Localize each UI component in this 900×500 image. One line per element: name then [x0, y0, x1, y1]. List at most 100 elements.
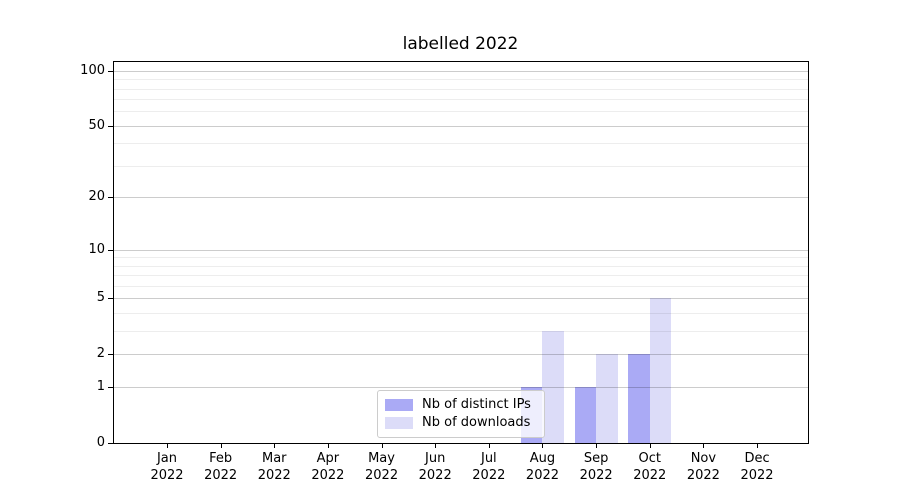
x-tick-month: Oct — [638, 451, 661, 466]
x-tick-year: 2022 — [633, 467, 667, 483]
gridline-major-50 — [114, 125, 808, 127]
x-tick-label-jun: Jun 2022 — [405, 451, 465, 484]
y-tick-mark-10 — [108, 249, 113, 251]
gridline-major-20 — [114, 197, 808, 199]
bar-nb-of-downloads-aug — [542, 331, 564, 443]
x-tick-month: Jul — [480, 451, 497, 466]
x-tick-mark-jan — [167, 444, 168, 448]
x-tick-month: Aug — [529, 451, 556, 466]
gridline-minor-40 — [114, 143, 808, 145]
y-tick-mark-1 — [108, 387, 113, 389]
axis-spine-bottom — [113, 443, 809, 444]
x-tick-year: 2022 — [472, 467, 506, 483]
x-tick-year: 2022 — [418, 467, 452, 483]
axis-spine-left — [113, 61, 114, 444]
gridline-major-1 — [114, 387, 808, 389]
bar-nb-of-distinct-ips-oct — [628, 354, 650, 443]
x-tick-label-jul: Jul 2022 — [459, 451, 519, 484]
x-tick-month: Feb — [209, 451, 233, 466]
x-tick-month: Dec — [744, 451, 770, 466]
x-tick-year: 2022 — [525, 467, 560, 483]
x-tick-month: Jun — [425, 451, 446, 466]
legend: Nb of distinct IPs Nb of downloads — [377, 390, 545, 438]
x-tick-year: 2022 — [150, 467, 184, 483]
axis-spine-top — [113, 61, 809, 62]
y-tick-mark-5 — [108, 298, 113, 300]
x-tick-month: Nov — [690, 451, 717, 466]
x-tick-year: 2022 — [740, 467, 774, 483]
gridline-minor-70 — [114, 99, 808, 101]
x-tick-year: 2022 — [257, 467, 291, 483]
x-tick-month: Apr — [316, 451, 340, 466]
x-tick-mark-apr — [327, 444, 329, 448]
legend-entry-nb-of-distinct-ips: Nb of distinct IPs — [385, 398, 537, 412]
y-tick-label-1: 1 — [96, 379, 105, 395]
y-tick-label-50: 50 — [88, 117, 105, 133]
x-tick-label-may: May 2022 — [352, 451, 412, 484]
y-tick-label-5: 5 — [96, 290, 105, 306]
y-tick-mark-0 — [108, 443, 113, 444]
x-tick-label-sep: Sep 2022 — [566, 451, 626, 484]
gridline-minor-80 — [114, 88, 808, 90]
gridline-minor-60 — [114, 111, 808, 113]
gridline-major-10 — [114, 249, 808, 251]
x-tick-mark-mar — [274, 444, 276, 448]
x-tick-month: Mar — [262, 451, 287, 466]
x-tick-year: 2022 — [365, 467, 399, 483]
y-tick-mark-20 — [108, 197, 113, 199]
bar-nb-of-distinct-ips-sep — [574, 387, 597, 443]
bar-nb-of-downloads-oct — [649, 298, 672, 443]
y-tick-label-2: 2 — [96, 346, 105, 362]
x-tick-label-apr: Apr 2022 — [298, 451, 358, 484]
x-tick-label-mar: Mar 2022 — [244, 451, 304, 484]
legend-swatch-icon — [385, 417, 413, 429]
x-tick-mark-oct — [649, 444, 651, 448]
x-tick-label-nov: Nov 2022 — [673, 451, 733, 484]
gridline-minor-4 — [114, 313, 808, 315]
x-tick-mark-jun — [435, 444, 437, 448]
x-tick-year: 2022 — [686, 467, 720, 483]
x-tick-mark-may — [381, 444, 383, 448]
gridline-minor-8 — [114, 265, 808, 267]
y-tick-label-100: 100 — [80, 62, 105, 78]
y-tick-mark-100 — [108, 70, 113, 72]
x-tick-month: Sep — [583, 451, 609, 466]
axis-spine-right — [808, 61, 809, 444]
legend-swatch-icon — [385, 399, 413, 411]
x-tick-label-jan: Jan 2022 — [137, 451, 197, 484]
y-tick-label-0: 0 — [96, 435, 105, 450]
gridline-major-2 — [114, 354, 808, 356]
x-tick-mark-feb — [220, 444, 222, 448]
x-tick-mark-jul — [488, 444, 490, 448]
x-tick-mark-aug — [542, 444, 544, 448]
legend-label: Nb of distinct IPs — [422, 397, 531, 412]
x-tick-mark-nov — [703, 444, 705, 448]
x-tick-mark-dec — [757, 444, 759, 448]
y-tick-label-10: 10 — [88, 241, 105, 257]
gridline-major-100 — [114, 70, 808, 72]
gridline-minor-9 — [114, 257, 808, 259]
gridline-major-5 — [114, 298, 808, 300]
legend-label: Nb of downloads — [422, 415, 531, 430]
x-tick-month: May — [368, 451, 395, 466]
x-tick-year: 2022 — [579, 467, 613, 483]
gridline-minor-90 — [114, 79, 808, 81]
gridline-minor-7 — [114, 275, 808, 277]
x-tick-label-dec: Dec 2022 — [727, 451, 787, 484]
x-tick-month: Jan — [156, 451, 178, 466]
gridline-minor-3 — [114, 331, 808, 333]
x-tick-year: 2022 — [311, 467, 345, 483]
y-tick-mark-50 — [108, 125, 113, 127]
y-tick-mark-2 — [108, 354, 113, 356]
bar-nb-of-downloads-sep — [596, 354, 618, 443]
x-tick-label-aug: Aug 2022 — [512, 451, 572, 484]
gridline-minor-30 — [114, 166, 808, 168]
y-tick-label-20: 20 — [88, 189, 105, 205]
x-tick-label-oct: Oct 2022 — [620, 451, 680, 484]
gridline-minor-6 — [114, 286, 808, 288]
x-tick-label-feb: Feb 2022 — [191, 451, 251, 484]
x-tick-mark-sep — [596, 444, 598, 448]
chart-title: labelled 2022 — [402, 34, 519, 54]
x-tick-year: 2022 — [204, 467, 238, 483]
